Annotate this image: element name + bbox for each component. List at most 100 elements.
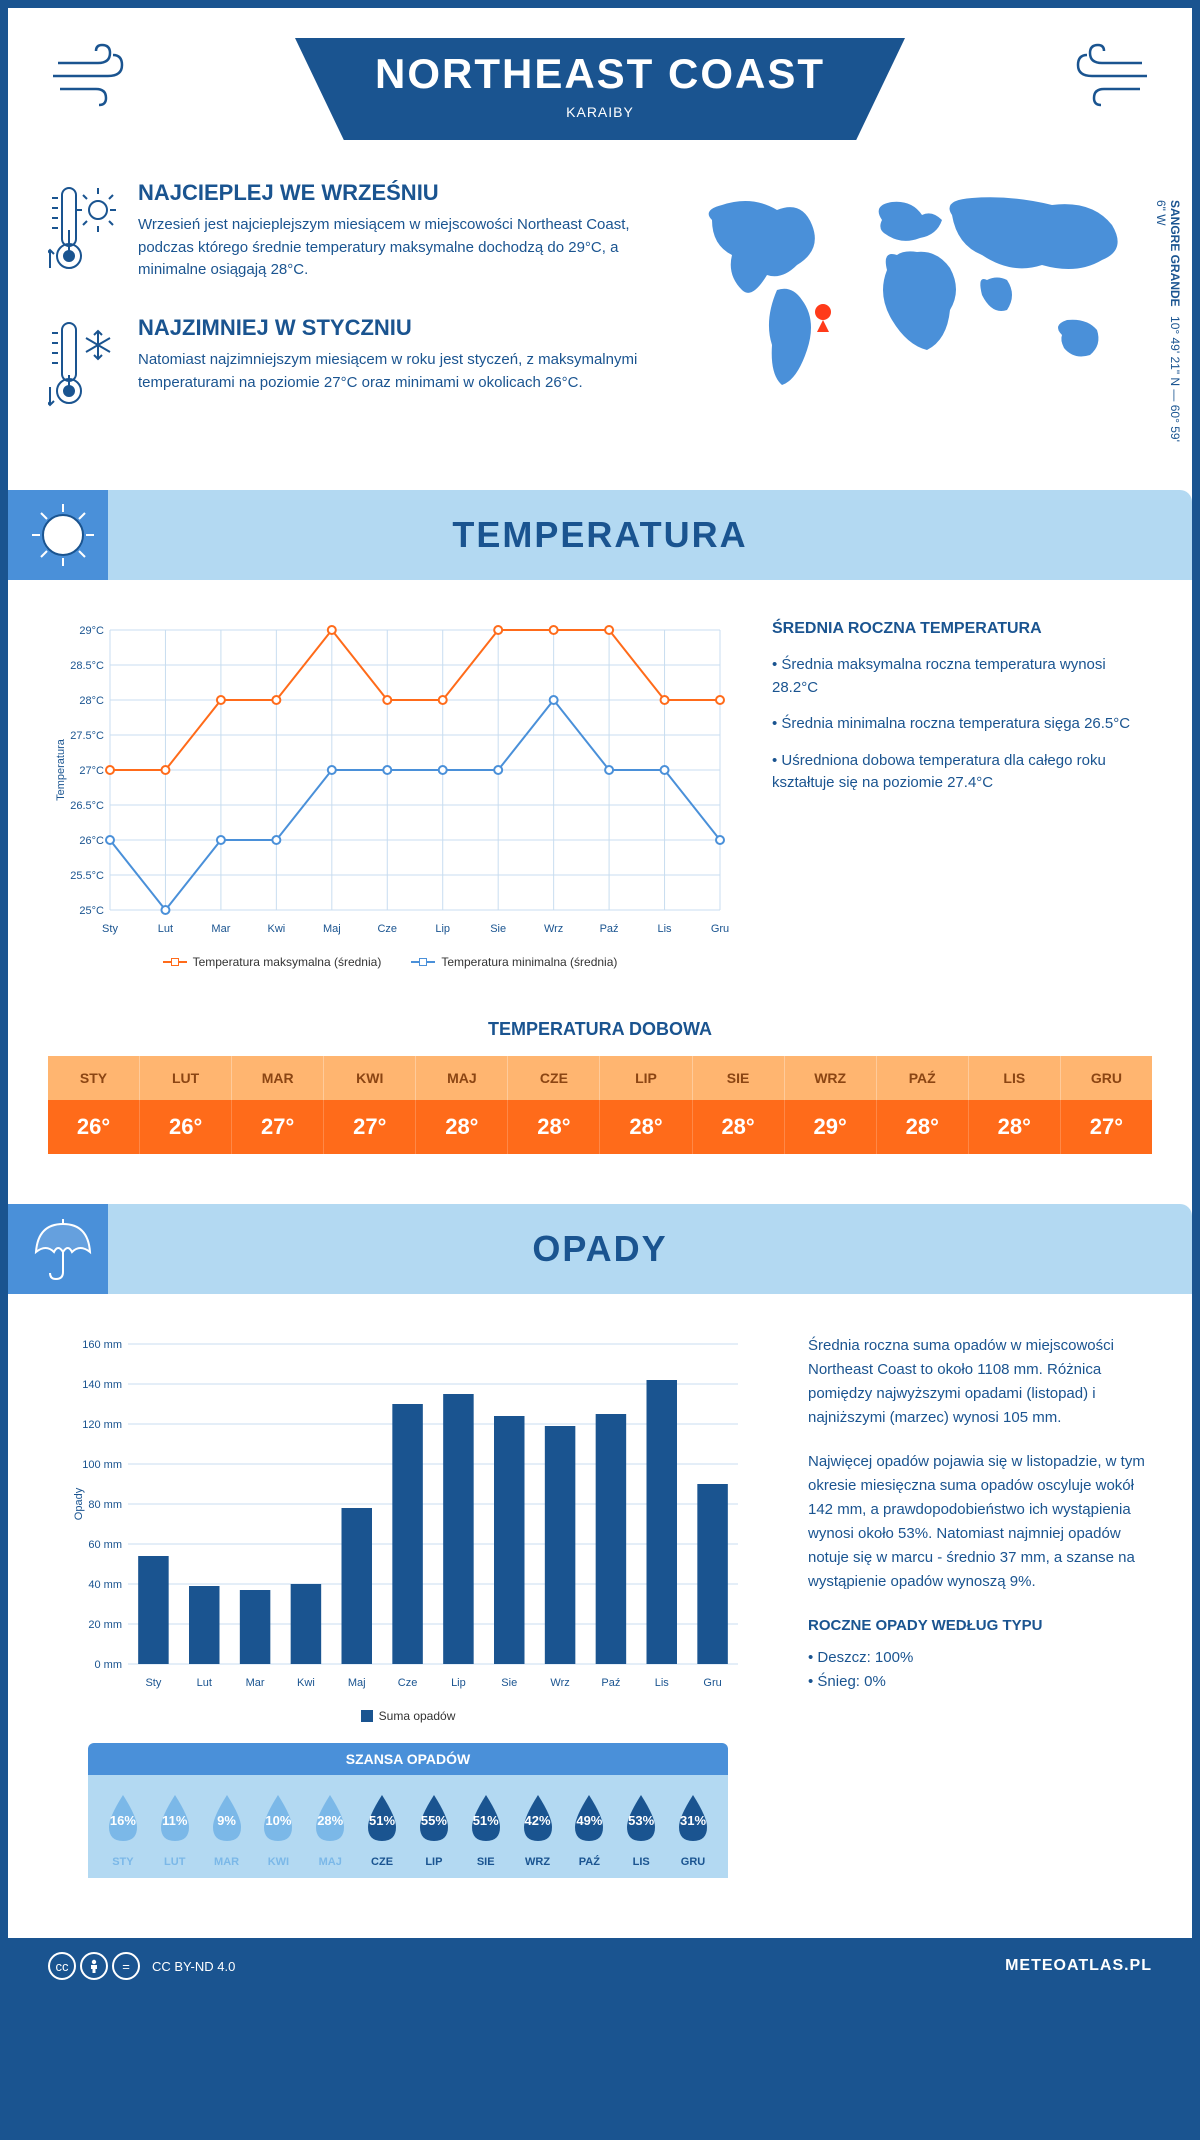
daily-month: GRU xyxy=(1060,1056,1152,1100)
svg-text:Lis: Lis xyxy=(658,923,673,935)
svg-text:Sie: Sie xyxy=(501,1677,517,1689)
raindrop-icon: 51% xyxy=(461,1791,511,1850)
daily-month: MAJ xyxy=(415,1056,507,1100)
warmest-heading: NAJCIEPLEJ WE WRZEŚNIU xyxy=(138,180,642,206)
daily-value: 27° xyxy=(231,1100,323,1154)
chance-pct: 9% xyxy=(202,1813,252,1828)
daily-month: CZE xyxy=(507,1056,599,1100)
header: NORTHEAST COAST KARAIBY xyxy=(8,8,1192,160)
svg-text:Cze: Cze xyxy=(377,923,397,935)
svg-text:Maj: Maj xyxy=(323,923,341,935)
raindrop-icon: 9% xyxy=(202,1791,252,1850)
chance-title: SZANSA OPADÓW xyxy=(88,1743,728,1775)
chance-month: MAJ xyxy=(305,1856,355,1868)
chance-month: LUT xyxy=(150,1856,200,1868)
svg-text:Gru: Gru xyxy=(703,1677,721,1689)
page-subtitle: KARAIBY xyxy=(375,104,825,120)
daily-value: 29° xyxy=(784,1100,876,1154)
raindrop-icon: 51% xyxy=(357,1791,407,1850)
svg-text:Lut: Lut xyxy=(158,923,173,935)
precip-chance-box: SZANSA OPADÓW 16%STY11%LUT9%MAR10%KWI28%… xyxy=(88,1743,728,1878)
svg-text:Paź: Paź xyxy=(601,1677,620,1689)
raindrop-icon: 28% xyxy=(305,1791,355,1850)
page-title: NORTHEAST COAST xyxy=(375,50,825,98)
daily-month: LUT xyxy=(139,1056,231,1100)
precip-content: 0 mm20 mm40 mm60 mm80 mm100 mm120 mm140 … xyxy=(8,1314,1192,1898)
coldest-block: NAJZIMNIEJ W STYCZNIU Natomiast najzimni… xyxy=(48,315,642,420)
sun-icon xyxy=(28,500,98,575)
svg-text:Mar: Mar xyxy=(211,923,230,935)
warmest-text: Wrzesień jest najcieplejszym miesiącem w… xyxy=(138,214,642,282)
world-map-icon xyxy=(682,180,1152,420)
svg-text:Lip: Lip xyxy=(451,1677,466,1689)
raindrop-icon: 49% xyxy=(564,1791,614,1850)
temperature-chart-area: 25°C25.5°C26°C26.5°C27°C27.5°C28°C28.5°C… xyxy=(48,620,732,969)
svg-text:120 mm: 120 mm xyxy=(82,1419,122,1431)
intro-text-column: NAJCIEPLEJ WE WRZEŚNIU Wrzesień jest naj… xyxy=(48,180,642,450)
warmest-block: NAJCIEPLEJ WE WRZEŚNIU Wrzesień jest naj… xyxy=(48,180,642,285)
precip-section-header: OPADY xyxy=(8,1204,1192,1294)
daily-month: LIS xyxy=(968,1056,1060,1100)
daily-month: WRZ xyxy=(784,1056,876,1100)
chance-pct: 51% xyxy=(461,1813,511,1828)
chance-month: WRZ xyxy=(513,1856,563,1868)
page: NORTHEAST COAST KARAIBY NAJCIEPLEJ WE WR… xyxy=(0,0,1200,2002)
temperature-section-header: TEMPERATURA xyxy=(8,490,1192,580)
chance-pct: 51% xyxy=(357,1813,407,1828)
svg-text:28°C: 28°C xyxy=(79,695,104,707)
legend-max: Temperatura maksymalna (średnia) xyxy=(163,955,382,969)
raindrop-icon: 10% xyxy=(253,1791,303,1850)
precip-stats: Średnia roczna suma opadów w miejscowośc… xyxy=(808,1334,1152,1878)
svg-text:26.5°C: 26.5°C xyxy=(70,800,104,812)
chance-pct: 55% xyxy=(409,1813,459,1828)
svg-text:Wrz: Wrz xyxy=(544,923,563,935)
chance-item: 51%CZE xyxy=(357,1791,407,1868)
temperature-line-chart: 25°C25.5°C26°C26.5°C27°C27.5°C28°C28.5°C… xyxy=(48,620,732,940)
svg-text:29°C: 29°C xyxy=(79,625,104,637)
stats-bullet: • Średnia maksymalna roczna temperatura … xyxy=(772,654,1152,699)
svg-text:27°C: 27°C xyxy=(79,765,104,777)
daily-value: 28° xyxy=(507,1100,599,1154)
daily-value: 28° xyxy=(968,1100,1060,1154)
daily-value: 28° xyxy=(876,1100,968,1154)
svg-text:Wrz: Wrz xyxy=(550,1677,569,1689)
chance-pct: 42% xyxy=(513,1813,563,1828)
svg-text:27.5°C: 27.5°C xyxy=(70,730,104,742)
chance-item: 16% STY xyxy=(98,1791,148,1868)
temperature-legend: Temperatura maksymalna (średnia) Tempera… xyxy=(48,955,732,969)
footer-site: METEOATLAS.PL xyxy=(1005,1957,1152,1975)
chance-pct: 16% xyxy=(98,1813,148,1828)
chance-item: 55%LIP xyxy=(409,1791,459,1868)
chance-month: STY xyxy=(98,1856,148,1868)
chance-pct: 53% xyxy=(616,1813,666,1828)
svg-text:0 mm: 0 mm xyxy=(95,1659,123,1671)
thermometer-sun-icon xyxy=(48,180,118,285)
chance-pct: 11% xyxy=(150,1813,200,1828)
region-name: SANGRE GRANDE xyxy=(1168,200,1182,307)
wind-icon xyxy=(48,38,138,122)
stats-heading: ŚREDNIA ROCZNA TEMPERATURA xyxy=(772,620,1152,638)
wind-icon xyxy=(1062,38,1152,122)
precip-para-2: Najwięcej opadów pojawia się w listopadz… xyxy=(808,1450,1152,1594)
legend-precip: Suma opadów xyxy=(361,1709,456,1723)
daily-month: SIE xyxy=(692,1056,784,1100)
daily-month: KWI xyxy=(323,1056,415,1100)
precip-type-block: ROCZNE OPADY WEDŁUG TYPU • Deszcz: 100% … xyxy=(808,1614,1152,1694)
chance-item: 42% WRZ xyxy=(513,1791,563,1868)
svg-text:Lis: Lis xyxy=(655,1677,670,1689)
thermometer-snow-icon xyxy=(48,315,118,420)
svg-text:Lut: Lut xyxy=(197,1677,212,1689)
precip-chart-area: 0 mm20 mm40 mm60 mm80 mm100 mm120 mm140 … xyxy=(48,1334,768,1878)
svg-text:20 mm: 20 mm xyxy=(88,1619,122,1631)
svg-text:Sty: Sty xyxy=(145,1677,161,1689)
chance-month: SIE xyxy=(461,1856,511,1868)
chance-month: LIS xyxy=(616,1856,666,1868)
daily-temp-title: TEMPERATURA DOBOWA xyxy=(8,1019,1192,1040)
daily-value: 27° xyxy=(323,1100,415,1154)
svg-text:26°C: 26°C xyxy=(79,835,104,847)
temperature-title: TEMPERATURA xyxy=(452,514,747,556)
precip-type-heading: ROCZNE OPADY WEDŁUG TYPU xyxy=(808,1614,1152,1638)
chance-month: PAŹ xyxy=(564,1856,614,1868)
chance-month: KWI xyxy=(253,1856,303,1868)
chance-item: 49% PAŹ xyxy=(564,1791,614,1868)
